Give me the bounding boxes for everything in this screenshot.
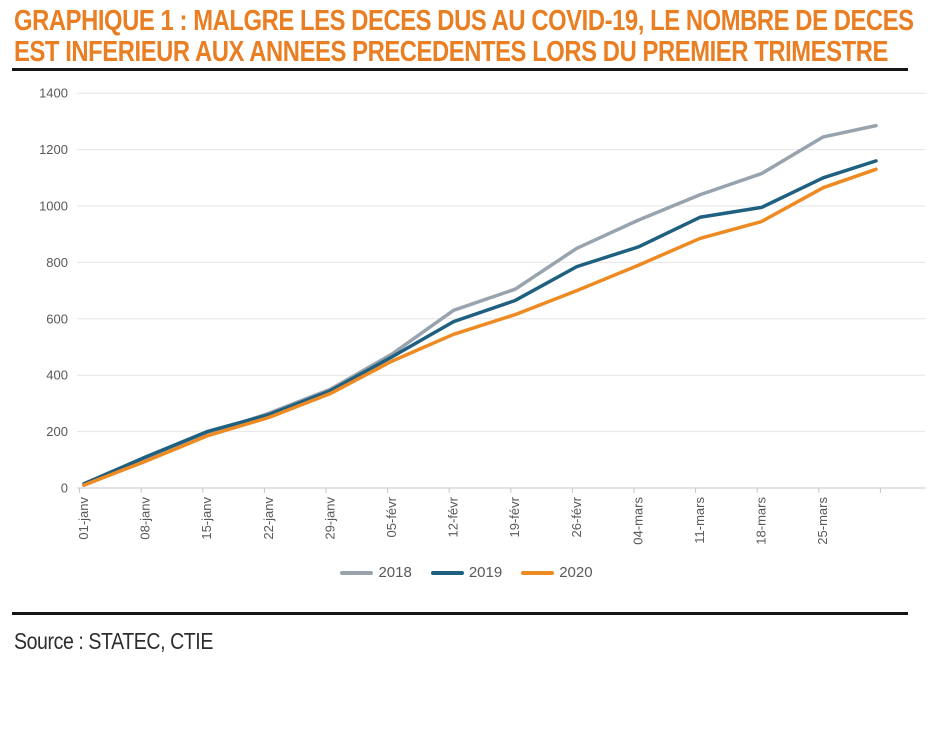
x-tick-label-26-févr: 26-févr [569,496,584,537]
y-tick-label-400: 400 [46,368,68,383]
x-tick-label-08-janv: 08-janv [138,497,153,540]
source-note: Source : STATEC, CTIE [14,628,213,654]
legend-label-2018: 2018 [378,564,412,581]
y-tick-label-600: 600 [46,311,68,326]
legend-swatch-2019 [430,570,464,575]
x-tick-label-11-mars: 11-mars [692,497,707,544]
legend-swatch-2018 [340,570,374,575]
chart-title: GRAPHIQUE 1 : MALGRE LES DECES DUS AU CO… [14,6,933,68]
y-tick-label-1400: 1400 [39,86,68,101]
y-tick-label-1200: 1200 [39,142,68,157]
legend-item-2018: 2018 [340,564,412,581]
y-tick-label-800: 800 [46,255,68,270]
x-tick-label-15-janv: 15-janv [199,497,214,540]
x-tick-label-12-févr: 12-févr [446,496,461,537]
x-tick-label-05-févr: 05-févr [384,496,399,537]
x-tick-label-18-mars: 18-mars [754,497,769,545]
legend-swatch-2020 [521,570,555,575]
x-tick-label-01-janv: 01-janv [76,497,91,540]
series-line-2020 [82,167,878,487]
x-tick-label-19-févr: 19-févr [507,496,522,537]
chart-legend: 2018 2019 2020 [0,564,933,581]
x-tick-label-22-janv: 22-janv [261,497,276,540]
legend-label-2020: 2020 [559,564,593,581]
series-line-2018 [82,123,878,487]
y-tick-label-1000: 1000 [39,199,68,214]
legend-label-2019: 2019 [468,564,503,581]
chart-title-line2: EST INFERIEUR AUX ANNEES PRECEDENTES LOR… [14,36,888,68]
footer-rule [12,612,908,615]
legend-item-2020: 2020 [521,564,593,581]
y-tick-label-0: 0 [61,481,68,496]
x-tick-label-29-janv: 29-janv [322,497,337,540]
line-chart: 0 200 400 600 800 1000 1200 1400 01-janv 08-janv 1… [39,86,925,545]
y-tick-label-200: 200 [46,424,68,439]
title-underline-rule [12,68,908,71]
chart-title-line1: GRAPHIQUE 1 : MALGRE LES DECES DUS AU CO… [14,5,914,37]
x-tick-label-25-mars: 25-mars [815,497,830,545]
legend-item-2019: 2019 [430,564,503,581]
x-tick-label-04-mars: 04-mars [630,497,645,545]
series-line-2019 [82,159,878,486]
